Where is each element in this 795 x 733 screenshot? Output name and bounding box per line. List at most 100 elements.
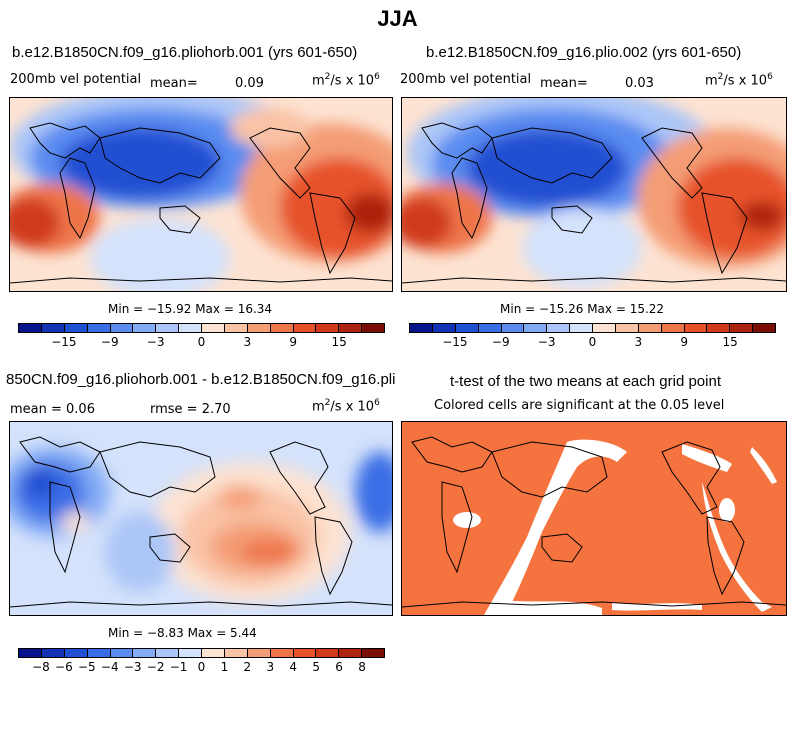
colorbar-tick-label: 0 [197,335,206,349]
colorbar-swatch [593,324,616,332]
colorbar-swatch [501,324,525,332]
colorbar-swatch [224,324,248,332]
colorbar-swatch [202,324,225,332]
colorbar-swatch [410,324,433,332]
panel2-minmax: Min = −15.26 Max = 15.22 [500,302,665,316]
colorbar-swatch [110,324,134,332]
page-title: JJA [377,6,418,31]
panel4-title: t-test of the two means at each grid poi… [450,373,721,390]
colorbar-swatch [133,649,157,657]
colorbar-tick-label: 3 [634,335,643,349]
panel4-map [401,421,787,616]
colorbar-bottom-ticks: −8 −6 −5 −4 −3 −2 −1 0 1 2 3 4 5 6 8 [18,660,385,676]
colorbar-tick-label: 9 [289,335,298,349]
colorbar-swatch [64,649,88,657]
panel3-minmax: Min = −8.83 Max = 5.44 [108,626,257,640]
colorbar-tick-label: −3 [123,660,142,674]
panel2-variable: 200mb vel potential [400,72,532,87]
colorbar-tick-label: −9 [100,335,119,349]
colorbar-tick-label: −9 [491,335,510,349]
colorbar-swatch [202,649,225,657]
colorbar-tick-label: 15 [722,335,738,349]
colorbar-tick-label: −15 [442,335,468,349]
colorbar-swatch [247,324,271,332]
colorbar-tick-label: 6 [335,660,343,674]
colorbar-top-right [409,323,776,333]
colorbar-swatch [455,324,479,332]
colorbar-swatch [156,324,180,332]
colorbar-swatch [247,649,271,657]
colorbar-swatch [638,324,662,332]
colorbar-swatch [362,324,384,332]
colorbar-tick-label: 4 [289,660,298,674]
colorbar-swatch [524,324,548,332]
colorbar-swatch [339,324,363,332]
colorbar-tick-label: −15 [51,335,77,349]
colorbar-tick-label: −3 [537,335,556,349]
colorbar-swatch [661,324,685,332]
colorbar-tick-label: 15 [331,335,347,349]
panel1-variable: 200mb vel potential [10,72,142,87]
panel1-map [9,97,393,292]
colorbar-swatch [570,324,593,332]
colorbar-top-left [18,323,385,333]
colorbar-swatch [432,324,456,332]
colorbar-swatch [730,324,754,332]
panel1-mean-value: 0.09 [235,76,264,91]
panel1-title: b.e12.B1850CN.f09_g16.pliohorb.001 (yrs … [12,44,358,61]
colorbar-swatch [179,324,202,332]
panel2-map [401,97,787,292]
colorbar-swatch [615,324,639,332]
colorbar-tick-label: −1 [169,660,188,674]
panel2-units: m2/s x 106 [705,72,773,89]
colorbar-swatch [224,649,248,657]
colorbar-tick-label: 8 [358,660,366,674]
colorbar-tick-label: 1 [220,660,229,674]
panel2-mean-label: mean= [540,76,588,91]
colorbar-swatch [87,324,111,332]
colorbar-swatch [707,324,731,332]
colorbar-swatch [19,324,42,332]
colorbar-tick-label: 5 [312,660,321,674]
colorbar-swatch [316,649,340,657]
panel3-map [9,421,393,616]
colorbar-swatch [41,649,65,657]
colorbar-tick-label: −2 [146,660,165,674]
colorbar-swatch [316,324,340,332]
colorbar-bottom [18,648,385,658]
panel3-mean: mean = 0.06 [10,402,95,417]
panel3-title: 850CN.f09_g16.pliohorb.001 - b.e12.B1850… [6,371,396,388]
colorbar-swatch [179,649,202,657]
non-significant-areas [453,439,777,615]
colorbar-swatch [19,649,42,657]
panel4-subtitle: Colored cells are significant at the 0.0… [434,398,725,413]
colorbar-swatch [270,324,294,332]
colorbar-tick-label: −6 [55,660,73,674]
panel1-units: m2/s x 106 [312,72,380,89]
panel1-minmax: Min = −15.92 Max = 16.34 [108,302,273,316]
colorbar-swatch [684,324,708,332]
colorbar-swatch [339,649,363,657]
colorbar-top-left-ticks: −15 −9 −3 0 3 9 15 [18,335,385,351]
colorbar-swatch [87,649,111,657]
colorbar-swatch [293,649,317,657]
colorbar-swatch [41,324,65,332]
panel2-title: b.e12.B1850CN.f09_g16.plio.002 (yrs 601-… [426,44,742,61]
colorbar-swatch [293,324,317,332]
colorbar-tick-label: 0 [197,660,206,674]
panel3-units: m2/s x 106 [312,398,380,415]
colorbar-swatch [64,324,88,332]
colorbar-swatch [478,324,502,332]
colorbar-swatch [753,324,775,332]
colorbar-tick-label: −8 [32,660,50,674]
panel3-rmse: rmse = 2.70 [150,402,231,417]
colorbar-tick-label: 2 [243,660,252,674]
colorbar-tick-label: 0 [588,335,597,349]
colorbar-top-right-ticks: −15 −9 −3 0 3 9 15 [409,335,776,351]
colorbar-tick-label: 3 [266,660,275,674]
colorbar-swatch [133,324,157,332]
colorbar-swatch [156,649,180,657]
colorbar-tick-label: −5 [77,660,96,674]
colorbar-swatch [110,649,134,657]
colorbar-swatch [270,649,294,657]
